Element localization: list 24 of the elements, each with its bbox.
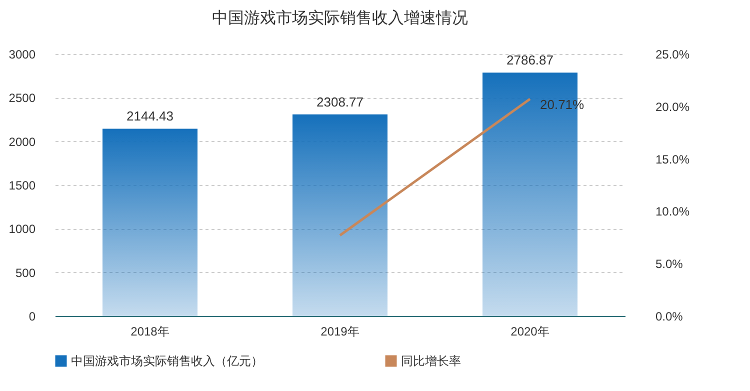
legend-label: 同比增长率 <box>401 354 461 368</box>
y-tick-label: 1000 <box>8 222 36 236</box>
x-tick-label: 2019年 <box>320 324 360 338</box>
y2-tick-label: 5.0% <box>656 257 684 272</box>
bar <box>102 128 198 316</box>
data-label: 2308.77 <box>316 94 364 110</box>
y2-tick-label: 0.0% <box>656 310 684 324</box>
chart-title: 中国游戏市场实际销售收入增速情况 <box>212 9 468 27</box>
y2-tick-label: 25.0% <box>656 48 690 62</box>
y-tick-label: 1500 <box>8 178 36 192</box>
x-tick-label: 2020年 <box>510 324 550 338</box>
y-tick-label: 500 <box>15 266 36 280</box>
y-tick-label: 3000 <box>8 48 36 62</box>
data-label: 2144.43 <box>126 108 174 124</box>
y-tick-label: 2500 <box>8 91 36 106</box>
x-tick-label: 2018年 <box>130 324 170 338</box>
data-label: 2786.87 <box>506 52 554 68</box>
y2-tick-label: 15.0% <box>656 152 690 166</box>
legend-label: 中国游戏市场实际销售收入（亿元） <box>71 354 263 368</box>
y2-tick-label: 20.0% <box>656 100 690 114</box>
bar <box>292 114 388 316</box>
y-tick-label: 2000 <box>8 134 36 149</box>
y2-tick-label: 10.0% <box>656 204 690 219</box>
y-tick-label: 0 <box>28 310 36 324</box>
